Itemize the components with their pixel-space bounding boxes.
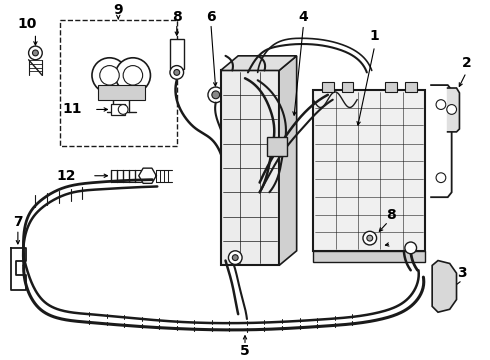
Text: 8: 8 [172,10,182,24]
Bar [405,82,416,92]
Circle shape [447,105,457,114]
Circle shape [228,251,242,265]
Circle shape [32,50,38,56]
Bar [60,20,177,147]
Polygon shape [220,56,296,71]
Circle shape [436,100,446,109]
Bar [98,85,145,100]
Circle shape [28,46,42,60]
Circle shape [363,231,377,245]
Bar [322,82,334,92]
Circle shape [100,66,119,85]
Circle shape [170,66,184,79]
Text: 7: 7 [13,215,23,229]
Bar [170,39,184,68]
Polygon shape [279,56,296,265]
Circle shape [405,242,416,254]
Circle shape [174,69,180,75]
Circle shape [118,105,128,114]
Bar [342,82,353,92]
Bar [313,90,425,251]
Text: 4: 4 [298,10,308,24]
Text: 1: 1 [370,30,380,43]
Text: 3: 3 [458,266,467,280]
Polygon shape [447,88,460,132]
Circle shape [232,255,238,261]
Text: 2: 2 [462,56,471,70]
Circle shape [92,58,127,93]
Bar [220,71,279,265]
Circle shape [436,173,446,183]
Text: 6: 6 [206,10,216,24]
Bar [313,251,425,262]
Circle shape [367,235,373,241]
Polygon shape [432,261,457,312]
Text: 9: 9 [114,3,123,17]
Bar [385,82,397,92]
Text: 11: 11 [63,103,82,116]
Circle shape [123,66,143,85]
Circle shape [212,91,220,99]
Circle shape [115,58,150,93]
Bar [111,104,125,115]
Bar [268,137,287,156]
Text: 8: 8 [386,208,396,222]
Text: 5: 5 [240,344,250,358]
Text: 12: 12 [57,169,76,183]
Circle shape [208,87,223,103]
Text: 10: 10 [18,17,37,31]
